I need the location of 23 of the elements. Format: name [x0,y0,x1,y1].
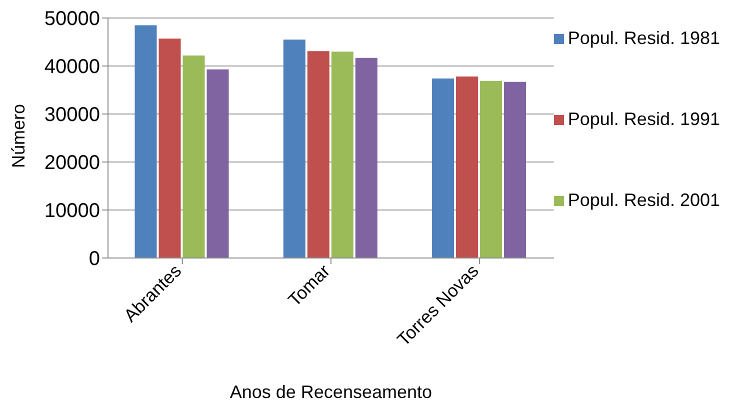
bar [206,69,229,258]
y-axis-title: Número [8,104,28,168]
bar [134,25,157,258]
bar [355,58,378,258]
bar [504,82,526,258]
y-tick-label: 30000 [44,104,100,126]
bar [158,38,181,258]
y-tick-label: 0 [88,248,100,270]
bar [480,80,502,258]
legend-label: Popul. Resid. 1991 [568,109,720,130]
y-tick-label: 50000 [44,8,100,30]
bar [456,76,478,258]
y-tick-label: 40000 [44,56,100,78]
y-tick-label: 20000 [44,152,100,174]
bar [182,55,205,258]
bar [283,40,306,258]
bar [432,78,454,258]
bar [331,52,354,258]
bar [307,51,330,258]
y-tick-label: 10000 [44,200,100,222]
legend-label: Popul. Resid. 1981 [568,28,720,49]
x-axis-title: Anos de Recenseamento [230,382,432,402]
legend-label: Popul. Resid. 2001 [568,190,720,211]
